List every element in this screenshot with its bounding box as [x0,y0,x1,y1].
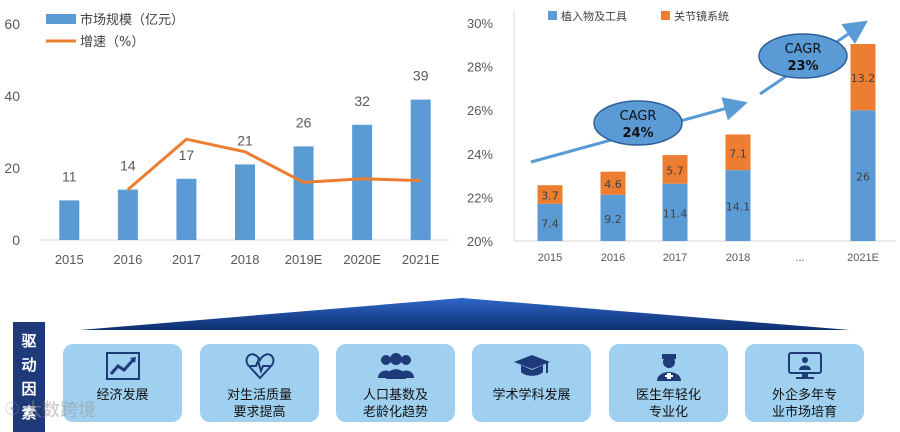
x-tick-label: 2021E [847,252,879,264]
bar-data-label: 26 [296,114,312,130]
bar-market-size [235,164,255,240]
drivers-label: 驱动因素 [13,322,45,432]
arthro-data-label: 3.7 [541,190,559,203]
x-tick-label: 2017 [663,252,687,264]
bar-market-size [176,178,197,240]
bar-market-size [410,99,431,240]
bar-data-label: 11 [62,168,77,184]
implant-data-label: 26 [856,171,870,184]
monitor-doctor-icon [786,351,824,381]
cagr-value: 23% [787,59,818,74]
driver-card: 外企多年专 业市场培育 [745,344,864,422]
bar-data-label: 32 [354,93,370,109]
x-tick-label: 2019E [285,252,323,267]
y-tick-label: 40 [4,88,20,104]
bar-arthroscopy-system [850,44,876,111]
driver-card-text: 外企多年专 业市场培育 [771,388,837,420]
cagr-label: CAGR [785,42,822,57]
bar-implant-tools [725,170,751,241]
trend-chart-icon [105,351,140,381]
bar-arthroscopy-system [662,155,688,184]
legend-line-label: 增速（%） [80,35,144,50]
arthro-data-label: 4.6 [604,178,622,191]
y-tick-label: 20% [467,234,493,249]
growth-rate-line [126,137,421,191]
bar-arthroscopy-system [537,185,563,204]
driver-card: 经济发展 [63,344,182,422]
segment-stacked-chart: 20% 22% 24% 26% 28% 30% 7.4 3.7 2015 9.2 4.6 2016 11… [467,9,895,264]
x-tick-label: 2016 [601,252,625,264]
bar-arthroscopy-system [725,134,751,171]
bar-market-size [293,146,314,240]
arthro-data-label: 13.2 [851,72,876,85]
driver-card: 对生活质量 要求提高 [200,344,319,422]
x-tick-label: 2016 [113,252,142,267]
driver-card: 医生年轻化 专业化 [609,344,728,422]
y-tick-label: 60 [4,16,20,32]
legend-arthro-label: 关节镜系统 [674,9,729,23]
driver-card-text: 人口基数及 老龄化趋势 [362,388,428,420]
bar-market-size [352,124,373,240]
y-tick-label: 30% [467,16,493,31]
cagr-label: CAGR [620,109,657,124]
y-tick-label: 0 [12,232,20,248]
legend-implant-label: 植入物及工具 [561,9,627,23]
x-tick-label: 2021E [402,252,440,267]
bar-data-label: 17 [179,147,195,163]
bar-data-label: 14 [120,158,136,174]
bar-data-label: 39 [413,68,429,84]
market-size-chart: 0 20 40 60 11 2015 14 2016 17 2017 21 2018 26 2019E 32… [4,12,450,267]
driver-pyramid-shape [80,298,850,330]
bar-implant-tools [850,110,876,241]
x-tick-label: 2018 [231,252,260,267]
bar-market-size [117,189,138,240]
bar-arthroscopy-system [600,171,626,195]
implant-data-label: 14.1 [726,201,751,214]
y-tick-label: 20 [4,160,20,176]
bar-implant-tools [600,194,626,241]
bar-data-label: 21 [237,132,253,148]
x-tick-label: 2020E [343,252,381,267]
bar-implant-tools [537,203,563,241]
driver-card-text: 医生年轻化 专业化 [635,388,701,420]
watermark: ☉ 大数跨境 [4,396,96,422]
bar-implant-tools [662,183,688,241]
implant-data-label: 9.2 [604,213,622,226]
watermark-text: 大数跨境 [24,400,97,421]
x-tick-label: 2015 [55,252,84,267]
implant-data-label: 7.4 [541,217,559,230]
driver-card-text: 对生活质量 要求提高 [226,388,292,420]
bar-market-size [59,200,80,240]
x-tick-label: 2015 [538,252,562,264]
driver-card: 人口基数及 老龄化趋势 [336,344,455,422]
cagr-bubble [758,33,848,79]
arthro-data-label: 7.1 [729,147,747,160]
cagr-value: 24% [622,126,653,141]
implant-data-label: 11.4 [663,207,688,220]
cagr-bubble [593,100,683,146]
heartbeat-icon [245,351,275,381]
graduation-cap-icon [513,351,551,381]
y-tick-label: 28% [467,60,493,75]
driver-card-text: 学术学科发展 [492,388,571,403]
x-tick-label: 2017 [172,252,201,267]
legend-bar-swatch [46,14,76,24]
x-tick-label: ... [795,252,804,264]
y-tick-label: 22% [467,190,493,205]
legend-bar-label: 市场规模（亿元） [80,12,184,28]
arthro-data-label: 5.7 [666,164,684,177]
doctor-icon [655,351,683,381]
legend-arthro-swatch [661,11,670,20]
legend-implant-swatch [548,11,557,20]
y-tick-label: 26% [467,103,493,118]
x-tick-label: 2018 [726,252,750,264]
driver-card-text: 经济发展 [96,388,149,403]
y-tick-label: 24% [467,147,493,162]
driver-card: 学术学科发展 [472,344,591,422]
watermark-logo-icon: ☉ [4,398,21,420]
people-group-icon [376,351,416,381]
